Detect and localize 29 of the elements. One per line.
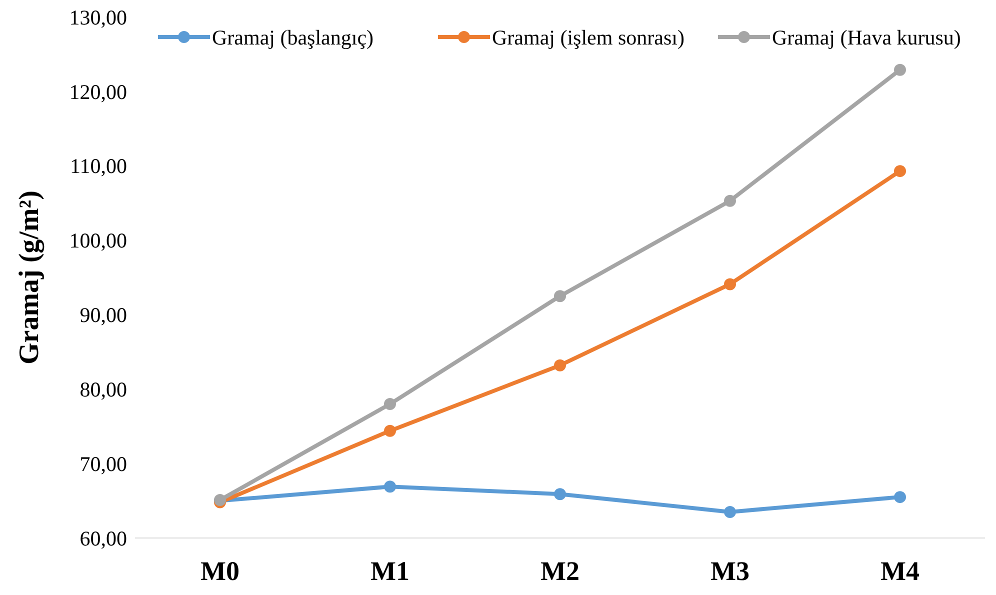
x-tick-label: M0: [200, 556, 240, 586]
y-tick-label: 110,00: [70, 154, 127, 178]
point: [724, 194, 736, 207]
x-tick-label: M3: [710, 556, 750, 586]
legend-label: Gramaj (Hava kurusu): [772, 25, 961, 50]
legend-label: Gramaj (işlem sonrası): [492, 25, 684, 50]
y-tick-label: 130,00: [69, 5, 127, 30]
y-tick-label: 90,00: [80, 303, 127, 328]
y-tick-label: 120,00: [69, 80, 127, 104]
point: [554, 290, 566, 302]
point: [384, 424, 396, 437]
y-tick-label: 80,00: [80, 377, 127, 402]
point: [724, 506, 736, 518]
x-tick-label: M2: [540, 556, 580, 586]
point: [384, 398, 396, 410]
x-tick-label: M4: [880, 556, 920, 586]
point: [384, 480, 396, 493]
legend-label: Gramaj (başlangıç): [212, 25, 374, 50]
point: [894, 165, 906, 178]
point: [894, 491, 906, 504]
y-tick-label: 70,00: [80, 452, 127, 476]
point: [894, 64, 906, 76]
point: [724, 278, 736, 290]
y-tick-label: 60,00: [80, 526, 127, 550]
point: [554, 359, 566, 372]
point: [554, 488, 566, 500]
y-axis-title: Gramaj (g/m²): [14, 190, 45, 365]
x-tick-label: M1: [370, 556, 410, 586]
y-tick-label: 100,00: [69, 228, 127, 253]
